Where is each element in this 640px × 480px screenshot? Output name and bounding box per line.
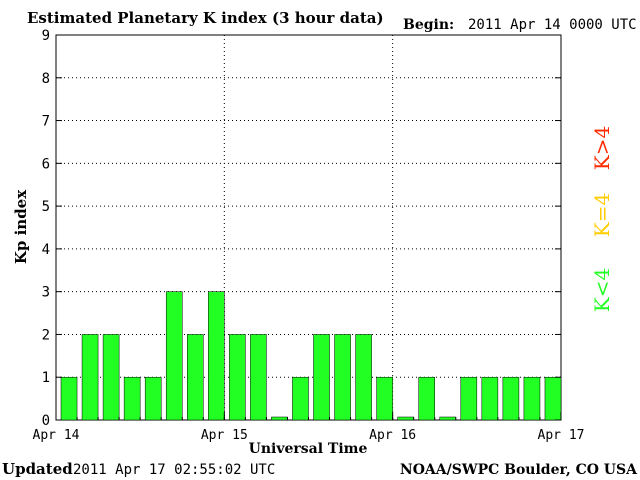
updated-label: Updated <box>2 460 73 478</box>
kp-bar <box>250 334 267 421</box>
y-tick-label: 5 <box>42 199 50 215</box>
kp-bar <box>418 376 436 421</box>
kp-bar <box>81 334 99 421</box>
x-tick-label: Apr 14 <box>33 428 80 443</box>
kp-bar <box>144 376 162 421</box>
kp-bar <box>271 416 288 421</box>
kp-bar <box>229 334 246 421</box>
kp-bar <box>313 334 330 421</box>
kp-bar <box>397 416 414 421</box>
y-axis-label: Kp index <box>12 189 30 264</box>
y-tick-label: 6 <box>42 156 50 172</box>
kp-bar <box>334 334 351 421</box>
kp-bar <box>102 334 120 421</box>
bar-series <box>60 291 562 421</box>
y-tick-label: 4 <box>42 242 50 258</box>
kp-bar <box>292 376 309 421</box>
y-tick-label: 1 <box>42 370 50 386</box>
legend: K>4 K=4 K<4 <box>590 126 614 312</box>
grid-lines <box>56 35 561 420</box>
x-axis-label: Universal Time <box>249 441 368 457</box>
begin-value: 2011 Apr 14 0000 UTC <box>468 17 637 33</box>
legend-item: K<4 <box>590 268 614 312</box>
kp-bar <box>355 334 372 421</box>
kp-bar <box>376 376 393 421</box>
legend-item: K>4 <box>590 126 614 170</box>
x-axis-ticks: Apr 14 Apr 15 Apr 16 Apr 17 <box>33 412 585 443</box>
updated-value: 2011 Apr 17 02:55:02 UTC <box>73 462 275 478</box>
begin-label: Begin: <box>403 17 454 33</box>
kp-bar <box>544 376 562 421</box>
kp-bar <box>187 334 204 421</box>
plot-frame <box>55 34 562 421</box>
kp-bar <box>502 376 520 421</box>
kp-bar <box>439 416 457 421</box>
x-tick-label: Apr 16 <box>369 428 416 443</box>
x-tick-label: Apr 15 <box>201 428 248 443</box>
chart-title: Estimated Planetary K index (3 hour data… <box>27 9 384 27</box>
y-tick-label: 8 <box>42 71 50 87</box>
legend-item: K=4 <box>590 193 614 237</box>
kp-bar <box>165 291 183 421</box>
y-tick-label: 9 <box>42 28 50 44</box>
source-credit: NOAA/SWPC Boulder, CO USA <box>400 462 638 478</box>
y-tick-label: 7 <box>42 114 50 130</box>
kp-bar <box>123 376 141 421</box>
kp-bar <box>460 376 478 421</box>
kp-bar <box>523 376 541 421</box>
kp-bar <box>208 291 225 421</box>
kp-bar <box>60 376 78 421</box>
y-tick-label: 2 <box>42 327 50 343</box>
y-tick-label: 3 <box>42 285 50 301</box>
x-tick-label: Apr 17 <box>538 428 585 443</box>
kp-bar <box>481 376 499 421</box>
y-axis-ticks: 0 1 2 3 4 5 6 7 8 9 <box>42 28 561 429</box>
y-tick-label: 0 <box>42 413 50 429</box>
